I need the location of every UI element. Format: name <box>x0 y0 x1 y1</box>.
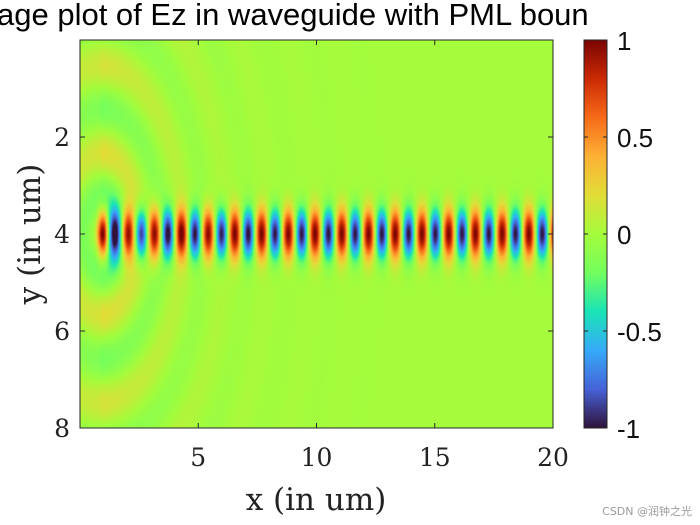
colorbar-tick-label: 1 <box>617 26 631 56</box>
field-heatmap <box>80 40 553 428</box>
chart-title: age plot of Ez in waveguide with PML bou… <box>0 0 589 32</box>
y-tick-label: 2 <box>54 123 70 152</box>
colorbar-tick-label: 0 <box>617 220 631 250</box>
x-axis-label: x (in um) <box>246 482 387 518</box>
watermark: CSDN @润钟之光 <box>602 505 692 518</box>
x-axis-ticks: 5 10 15 20 <box>190 40 569 472</box>
x-tick-label: 10 <box>301 443 333 472</box>
colorbar-tick-label: -1 <box>617 414 640 444</box>
colorbar-tick-label: 0.5 <box>617 123 653 153</box>
y-axis-ticks: 2 4 6 8 <box>54 123 553 443</box>
x-tick-label: 20 <box>537 443 569 472</box>
x-tick-label: 5 <box>190 443 206 472</box>
colorbar-tick-label: -0.5 <box>617 317 662 347</box>
x-tick-label: 15 <box>419 443 451 472</box>
y-axis-label: y (in um) <box>12 164 48 306</box>
colorbar-ticks: 1 0.5 0 -0.5 -1 <box>584 26 662 444</box>
y-tick-label: 6 <box>54 317 70 346</box>
y-tick-label: 8 <box>54 414 70 443</box>
y-tick-label: 4 <box>54 220 70 249</box>
